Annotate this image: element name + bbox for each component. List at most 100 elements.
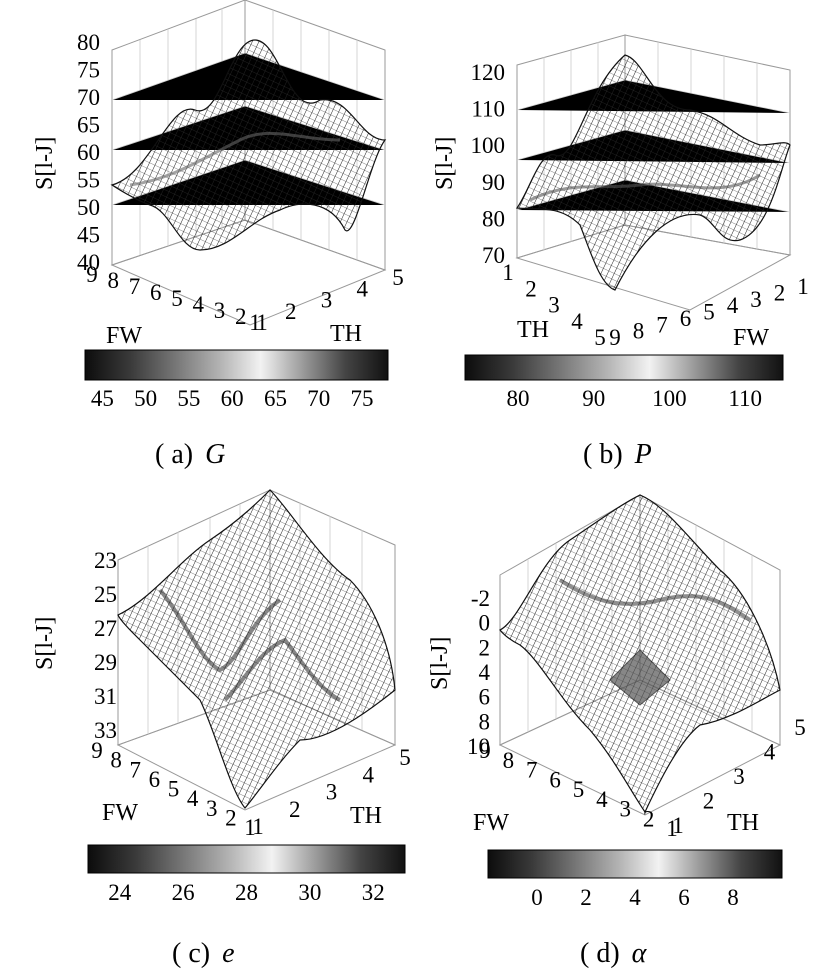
colorbar-tick-label: 55 <box>177 386 200 411</box>
fw-tick-label: 3 <box>750 287 762 312</box>
fw-tick-label: 4 <box>193 292 205 317</box>
z-tick-label: 70 <box>482 243 505 268</box>
z-tick-label: -2 <box>471 586 490 611</box>
surface-a-shade <box>129 131 341 187</box>
fw-tick-label: 7 <box>526 758 538 783</box>
fw-tick-label: 9 <box>609 325 621 350</box>
colorbar-ticks: 45 50 55 60 65 70 75 <box>91 386 374 411</box>
colorbar-tick-label: 0 <box>531 885 543 910</box>
zlabel: S[l-J] <box>432 137 458 190</box>
th-tick-label: 2 <box>285 299 297 324</box>
colorbar-ticks: 24 26 28 30 32 <box>108 880 385 905</box>
xlabel: FW <box>733 325 769 351</box>
fw-tick-label: 5 <box>703 300 715 325</box>
caption-prefix: ( b) <box>583 439 623 470</box>
th-tick-label: 3 <box>321 288 333 313</box>
fw-tick-label: 1 <box>666 816 678 841</box>
caption-d: ( d) α <box>580 938 648 969</box>
th-tick-label: 2 <box>525 276 537 301</box>
colorbar-tick-label: 100 <box>652 386 687 411</box>
fw-tick-label: 2 <box>774 280 786 305</box>
th-tick-label: 3 <box>548 293 560 318</box>
colorbar-ticks: 0 2 4 6 8 <box>531 885 739 910</box>
colorbar-tick-label: 26 <box>172 880 195 905</box>
colorbar-tick-label: 28 <box>235 880 258 905</box>
fw-tick-label: 4 <box>727 293 739 318</box>
zlabel: S[l-J] <box>32 617 58 670</box>
surface-b-shade <box>529 173 761 202</box>
colorbar-tick-label: 4 <box>629 885 641 910</box>
colorbar-tick-label: 70 <box>307 386 330 411</box>
th-tick-label: 1 <box>672 813 684 838</box>
colorbar-ticks: 80 90 100 110 <box>507 386 762 411</box>
ylabel: TH <box>517 317 549 343</box>
colorbar-tick-label: 110 <box>728 386 762 411</box>
z-tick-label: 29 <box>94 650 117 675</box>
ylabel: TH <box>727 810 759 836</box>
colorbar-tick-label: 75 <box>351 386 374 411</box>
colorbar-tick-label: 32 <box>362 880 385 905</box>
th-tick-label: 4 <box>764 740 776 765</box>
z-tick-label: 80 <box>77 30 100 55</box>
fw-tick-label: 5 <box>168 777 180 802</box>
fw-tick-label: 9 <box>86 262 98 287</box>
th-tick-label: 5 <box>399 745 411 770</box>
fw-tick-label: 4 <box>596 787 608 812</box>
z-tick-label: 110 <box>471 97 505 122</box>
fw-tick-label: 7 <box>656 312 668 337</box>
xlabel: FW <box>473 810 509 836</box>
caption-prefix: ( c) <box>172 938 210 969</box>
z-ticks: 120 110 100 90 80 70 <box>471 60 506 268</box>
surface-d-shade <box>558 578 752 622</box>
fw-tick-label: 3 <box>206 796 218 821</box>
colorbar <box>84 349 389 381</box>
colorbar-tick-label: 80 <box>507 386 530 411</box>
th-tick-label: 4 <box>571 309 583 334</box>
z-tick-label: 75 <box>77 58 100 83</box>
th-tick-label: 4 <box>363 762 375 787</box>
fw-tick-label: 8 <box>503 748 515 773</box>
ylabel: TH <box>350 803 382 829</box>
fw-tick-label: 6 <box>150 280 162 305</box>
colorbar-tick-label: 60 <box>221 386 244 411</box>
z-tick-label: 45 <box>77 223 100 248</box>
z-tick-label: 100 <box>471 133 506 158</box>
surface-c <box>117 489 396 809</box>
colorbar-tick-label: 2 <box>580 885 592 910</box>
fw-tick-label: 5 <box>171 286 183 311</box>
z-tick-label: 90 <box>482 170 505 195</box>
z-tick-label: 0 <box>479 611 491 636</box>
fw-tick-label: 7 <box>130 757 142 782</box>
fw-tick-label: 3 <box>214 298 226 323</box>
caption-b: ( b) P <box>583 439 652 470</box>
fw-tick-label: 1 <box>244 815 256 840</box>
xlabel: FW <box>102 800 138 826</box>
caption-var: P <box>634 439 652 470</box>
z-tick-label: 27 <box>94 616 117 641</box>
z-tick-label: 10 <box>467 734 490 759</box>
z-tick-label: 8 <box>479 709 491 734</box>
z-tick-label: 55 <box>77 168 100 193</box>
colorbar-tick-label: 90 <box>582 386 605 411</box>
th-tick-label: 2 <box>289 797 301 822</box>
colorbar-tick-label: 6 <box>678 885 690 910</box>
caption-a: ( a) G <box>155 439 225 470</box>
colorbar-tick-label: 30 <box>298 880 321 905</box>
fw-tick-label: 6 <box>680 306 692 331</box>
fw-tick-label: 3 <box>620 797 632 822</box>
z-tick-label: 6 <box>479 685 491 710</box>
th-tick-label: 5 <box>794 715 806 740</box>
zlabel: S[l-J] <box>32 137 58 190</box>
th-tick-label: 5 <box>594 325 606 350</box>
z-ticks: 23 25 27 29 31 33 <box>94 548 117 743</box>
